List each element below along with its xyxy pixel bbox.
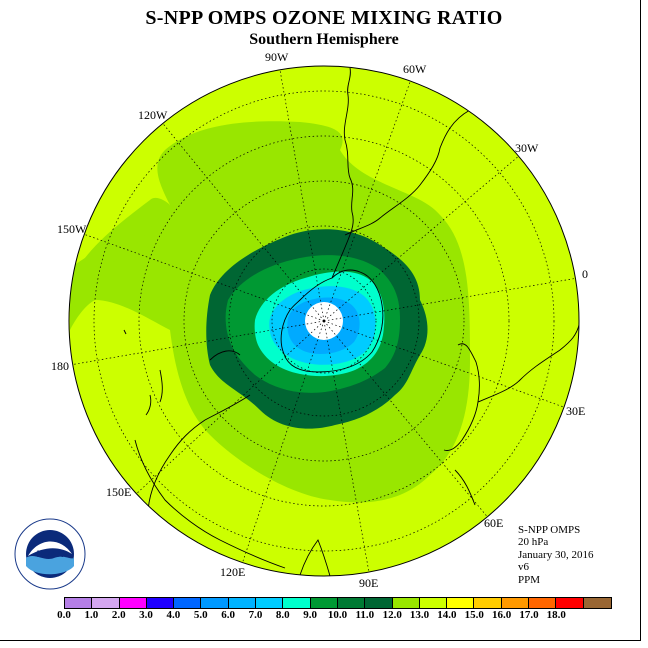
colorbar-swatch <box>65 598 93 608</box>
colorbar-tick-label: 4.0 <box>166 609 181 621</box>
colorbar-tick-label: 16.0 <box>491 609 512 621</box>
colorbar-swatch <box>419 598 448 608</box>
lon-label-90w: 90W <box>265 50 289 64</box>
colorbar-swatch <box>119 598 147 608</box>
colorbar-tick-label: 14.0 <box>437 609 457 621</box>
colorbar-swatch <box>556 598 584 608</box>
colorbar-swatch <box>228 598 257 608</box>
map-subtitle: Southern Hemisphere <box>249 31 399 48</box>
colorbar-tick-label: 17.0 <box>519 609 539 621</box>
colorbar-tick-label: 3.0 <box>139 609 153 621</box>
lon-label-60w: 60W <box>403 62 427 76</box>
colorbar-tick-label: 2.0 <box>111 609 126 621</box>
colorbar-tick-label: 1.0 <box>84 609 99 621</box>
lon-label-30w: 30W <box>515 141 539 155</box>
colorbar-tick-label: 9.0 <box>303 609 318 621</box>
colorbar-ticks: 0.0 1.0 2.0 3.0 4.0 5.0 6.0 7.0 8.0 9.0 10.0 11.0 12… <box>48 609 608 623</box>
colorbar-swatch <box>474 598 502 608</box>
colorbar-tick-label: 7.0 <box>248 609 263 621</box>
longitude-labels: 90W 60W 30W 0 30E 60E 90E 120E 150E 180 … <box>51 50 588 590</box>
colorbar-tick-label: 18.0 <box>546 609 566 621</box>
colorbar-tick-label: 5.0 <box>193 609 208 621</box>
lon-label-0: 0 <box>582 267 588 281</box>
colorbar-tick-label: 6.0 <box>221 609 235 621</box>
colorbar-tick-label: 13.0 <box>409 609 430 621</box>
map-boundary <box>68 65 580 577</box>
info-instrument: S-NPP OMPS <box>518 524 581 536</box>
colorbar-swatch <box>201 598 229 608</box>
info-date: January 30, 2016 <box>518 548 594 561</box>
lon-label-150e: 150E <box>106 485 131 499</box>
info-block: S-NPP OMPS 20 hPa January 30, 2016 v6 PP… <box>518 524 593 586</box>
colorbar-swatch <box>92 598 120 608</box>
colorbar-tick-label: 11.0 <box>355 609 375 621</box>
lon-label-60e: 60E <box>484 516 503 530</box>
lon-label-180: 180 <box>51 359 69 373</box>
colorbar-swatch <box>174 598 202 608</box>
colorbar-tick-label: 10.0 <box>327 609 348 621</box>
info-version: v6 <box>518 561 529 574</box>
colorbar-swatch <box>256 598 284 608</box>
colorbar <box>64 597 612 609</box>
ozone-region-10-11-nw <box>70 197 170 285</box>
colorbar-tick-label: 15.0 <box>464 609 484 621</box>
lon-label-30e: 30E <box>566 404 585 418</box>
colorbar-swatch <box>146 598 175 608</box>
noaa-logo-text: NOAA <box>37 549 64 559</box>
lon-label-150w: 150W <box>57 222 87 236</box>
lon-label-90e: 90E <box>359 576 378 590</box>
colorbar-swatch <box>283 598 311 608</box>
noaa-logo: NOAA <box>14 518 86 590</box>
colorbar-swatch <box>392 598 420 608</box>
info-units: PPM <box>518 573 541 586</box>
map-title: S-NPP OMPS OZONE MIXING RATIO <box>145 7 503 29</box>
colorbar-swatch <box>365 598 393 608</box>
colorbar-swatch <box>447 598 475 608</box>
colorbar-tick-label: 8.0 <box>275 609 290 621</box>
colorbar-swatch <box>310 598 338 608</box>
colorbar-tick-label: 0.0 <box>57 609 71 621</box>
colorbar-swatch <box>529 598 557 608</box>
colorbar-swatch <box>337 598 366 608</box>
graticule <box>69 69 579 576</box>
lon-label-120e: 120E <box>220 565 245 579</box>
lon-label-120w: 120W <box>138 108 168 122</box>
info-level: 20 hPa <box>518 536 549 549</box>
colorbar-swatch <box>583 598 611 608</box>
colorbar-tick-label: 12.0 <box>382 609 402 621</box>
coastlines <box>123 67 579 576</box>
colorbar-swatch <box>501 598 530 608</box>
